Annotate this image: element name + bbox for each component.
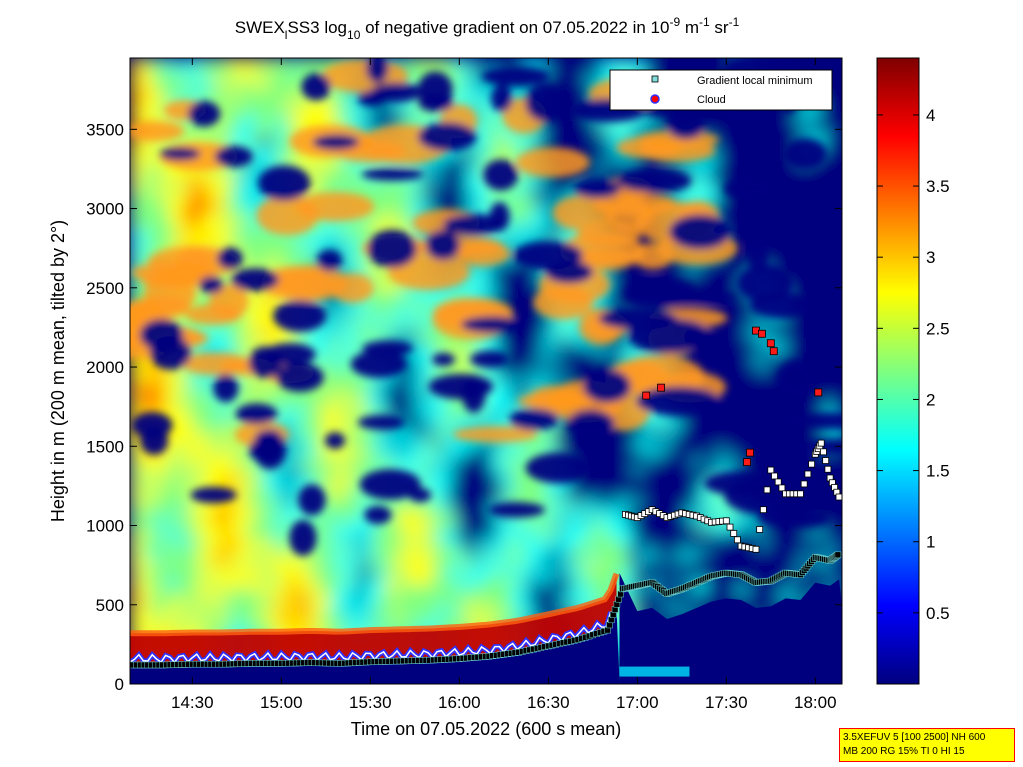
x-tick-label: 14:30 [171, 693, 214, 712]
legend-marker-cloud [650, 94, 660, 104]
x-tick-label: 15:30 [349, 693, 392, 712]
legend: Gradient local minimum Cloud [609, 69, 833, 111]
info-line-1: 3.5XEFUV 5 [100 2500] NH 600 [843, 732, 986, 743]
cloud-marker [743, 458, 751, 467]
gradient-minimum-marker [824, 465, 832, 473]
gradient-minimum-marker [730, 530, 738, 537]
gradient-minimum-marker [820, 448, 827, 456]
x-tick-label: 15:00 [260, 693, 303, 712]
cloud-marker [746, 448, 754, 457]
colorbar-tick-label: 3 [926, 248, 935, 267]
gradient-minimum-marker [817, 439, 825, 447]
colorbar-tick-label: 4 [926, 106, 935, 125]
chart-title: SWEXlSS3 log10 of negative gradient on 0… [235, 15, 740, 42]
gradient-minimum-marker [759, 506, 767, 514]
x-axis: 14:30 15:00 15:30 16:00 16:30 17:00 17:30 18:00 [171, 58, 837, 712]
cloud-marker [642, 391, 651, 400]
y-tick-label: 3500 [86, 120, 124, 139]
cloud-marker [758, 329, 766, 338]
colorbar-gradient [876, 57, 920, 685]
gradient-minimum-marker [778, 484, 786, 492]
y-tick-label: 2000 [86, 358, 124, 377]
gradient-minimum-marker [800, 480, 808, 488]
legend-label-gradient-minimum: Gradient local minimum [697, 75, 813, 87]
x-tick-label: 17:30 [705, 693, 748, 712]
gradient-minimum-marker [752, 545, 760, 553]
colorbar-tick-label: 2 [926, 390, 935, 409]
y-tick-label: 1500 [86, 437, 124, 456]
gradient-minimum-marker [835, 493, 842, 501]
y-tick-label: 0 [115, 675, 124, 694]
gradient-minimum-marker [774, 478, 782, 486]
y-tick-label: 2500 [86, 279, 124, 298]
y-axis-label: Height in m (200 m mean, tilted by 2°) [48, 220, 68, 522]
gradient-minimum-marker [722, 517, 730, 525]
info-line-2: MB 200 RG 15% TI 0 HI 15 [843, 746, 965, 757]
colorbar: 0.5 1 1.5 2 2.5 3 3.5 4 [876, 57, 950, 685]
gradient-minimum-marker [726, 523, 734, 531]
x-axis-label: Time on 07.05.2022 (600 s mean) [351, 719, 622, 739]
gradient-minimum-marker [808, 460, 815, 468]
colorbar-tick-label: 0.5 [926, 604, 950, 623]
gradient-minimum-marker [834, 551, 842, 559]
x-tick-label: 16:00 [438, 693, 481, 712]
colorbar-tick-label: 1.5 [926, 462, 950, 481]
cloud-marker [769, 347, 778, 356]
x-tick-label: 18:00 [794, 693, 837, 712]
legend-marker-gradient-minimum [651, 75, 659, 83]
y-axis: 0 500 1000 1500 2000 2500 3000 3500 [86, 120, 842, 694]
gradient-minimum-marker [767, 466, 775, 474]
y-tick-label: 3000 [86, 200, 124, 219]
cloud-marker [657, 383, 665, 392]
y-tick-label: 500 [96, 596, 124, 615]
x-tick-label: 16:30 [527, 693, 570, 712]
gradient-minimum-marker [763, 486, 771, 494]
cloud-marker [814, 388, 823, 397]
gradient-minimum-marker [804, 470, 812, 478]
legend-box [609, 69, 833, 111]
colorbar-tick-label: 2.5 [926, 319, 950, 338]
y-tick-label: 1000 [86, 517, 124, 536]
cloud-marker [766, 339, 775, 348]
x-tick-label: 17:00 [616, 693, 659, 712]
gradient-minimum-marker [822, 457, 830, 464]
colorbar-tick-label: 1 [926, 533, 935, 552]
gradient-minimum-marker [771, 472, 778, 480]
legend-label-cloud: Cloud [697, 94, 726, 106]
gradient-minimum-marker [756, 526, 764, 533]
colorbar-tick-label: 3.5 [926, 177, 950, 196]
cloud-trace-outline [130, 611, 612, 664]
heatmap [130, 58, 842, 684]
gradient-minimum-marker [734, 536, 741, 544]
gradient-minimum-marker [797, 490, 804, 498]
plot-frame [129, 57, 843, 685]
settings-info-box: 3.5XEFUV 5 [100 2500] NH 600 MB 200 RG 1… [839, 728, 1015, 762]
